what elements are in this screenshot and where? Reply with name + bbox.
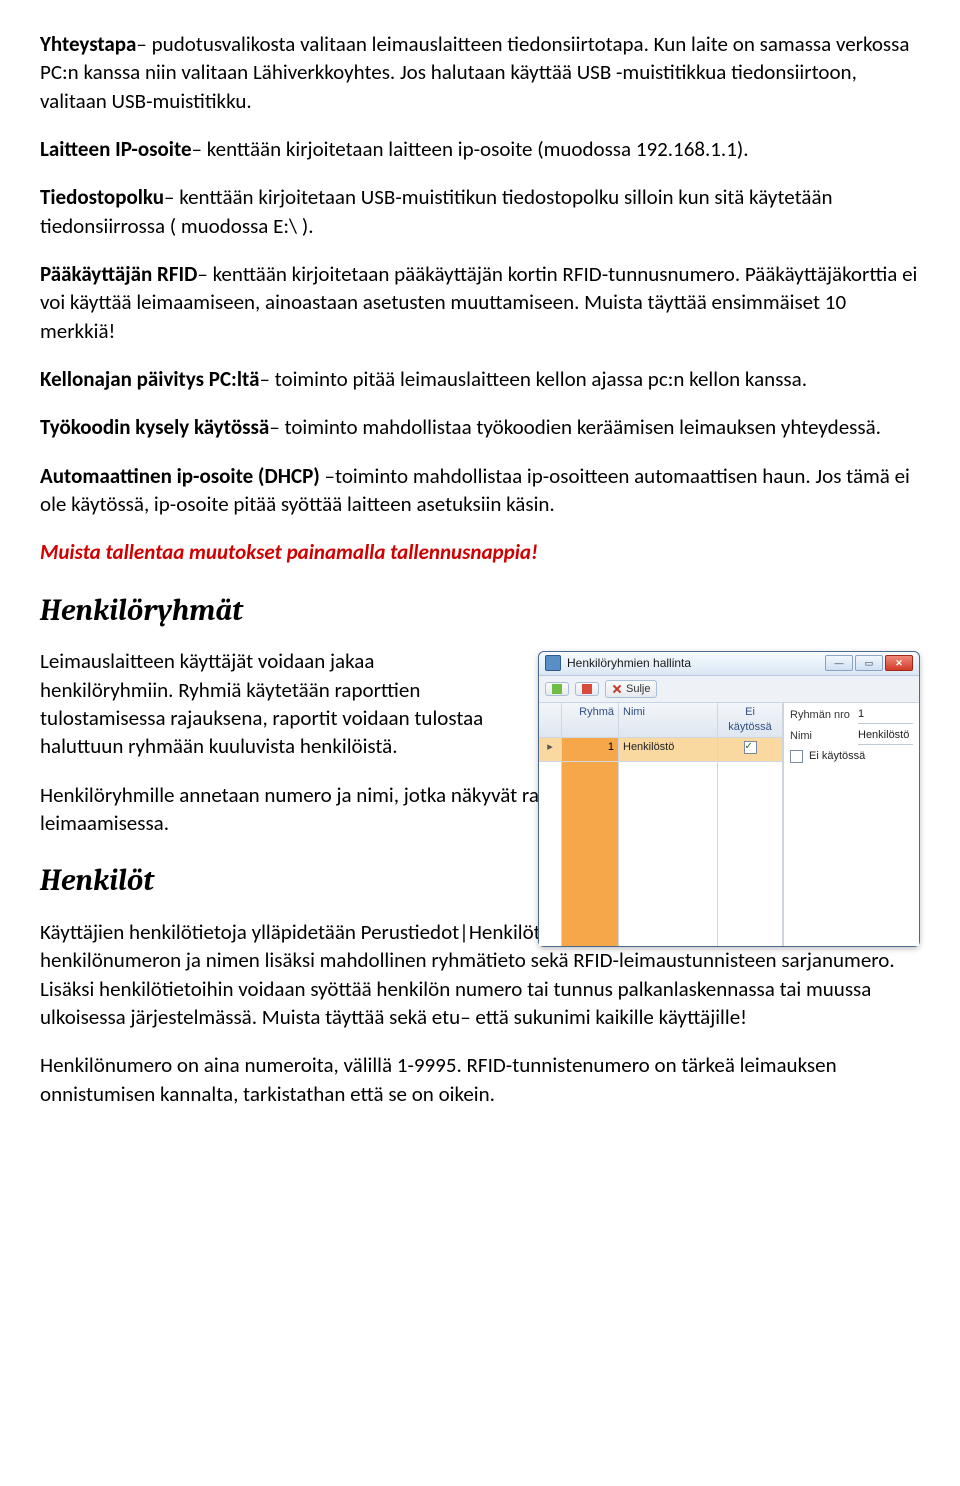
text-hn-range: 1-9995: [397, 1052, 457, 1078]
label-nimi: Nimi: [790, 729, 852, 744]
col-selector: [539, 703, 562, 738]
para-tiedostopolku: Tiedostopolku– kenttään kirjoitetaan USB…: [40, 183, 920, 240]
window-title: Henkilöryhmien hallinta: [567, 655, 819, 671]
minus-icon: [582, 684, 592, 694]
heading-henkiloryhmat: Henkilöryhmät: [40, 591, 920, 632]
term-tyokoodi: Työkoodin kysely käytössä: [40, 414, 269, 440]
cell-num: 1: [562, 738, 619, 762]
grid-header: Ryhmä Nimi Ei käytössä: [539, 703, 783, 738]
para-dhcp: Automaattinen ip-osoite (DHCP) –toiminto…: [40, 462, 920, 519]
text-kello: – toiminto pitää leimauslaitteen kellon …: [259, 366, 807, 392]
field-ryhman-nro[interactable]: 1: [858, 707, 913, 724]
window-maximize-button[interactable]: ▭: [855, 655, 883, 671]
table-row[interactable]: ▸ 1 Henkilöstö: [539, 738, 783, 762]
para-kello: Kellonajan päivitys PC:ltä– toiminto pit…: [40, 365, 920, 393]
row-indicator: ▸: [539, 738, 562, 762]
para-rfid: Pääkäyttäjän RFID– kenttään kirjoitetaan…: [40, 260, 920, 345]
term-iposoite: Laitteen IP-osoite: [40, 136, 192, 162]
close-icon: [612, 684, 622, 694]
groups-grid[interactable]: Ryhmä Nimi Ei käytössä ▸ 1 Henkilöstö: [539, 703, 784, 946]
text-tyokoodi: – toiminto mahdollistaa työkoodien kerää…: [269, 414, 881, 440]
para-henkilonumero: Henkilönumero on aina numeroita, välillä…: [40, 1051, 920, 1108]
toolbar-delete-button[interactable]: [575, 682, 599, 696]
term-rfid: Pääkäyttäjän RFID: [40, 261, 197, 287]
para-tyokoodi: Työkoodin kysely käytössä– toiminto mahd…: [40, 413, 920, 441]
window-close-button[interactable]: ✕: [885, 655, 913, 671]
window-minimize-button[interactable]: —: [825, 655, 853, 671]
toolbar-close-button[interactable]: Sulje: [605, 680, 657, 699]
term-yhteystapa: Yhteystapa: [40, 31, 136, 57]
text-yhteystapa: – pudotusvalikosta valitaan leimauslaitt…: [40, 31, 909, 114]
checkbox-icon: [744, 741, 757, 754]
text-iposoite: – kenttään kirjoitetaan laitteen ip-osoi…: [192, 136, 749, 162]
window-henkiloryhmien-hallinta: Henkilöryhmien hallinta — ▭ ✕ Sulje Ryhm…: [538, 651, 920, 947]
toolbar-add-button[interactable]: [545, 682, 569, 696]
field-nimi[interactable]: Henkilöstö: [858, 728, 913, 745]
col-ryhma: Ryhmä: [562, 703, 619, 738]
cell-ek: [718, 738, 783, 762]
para-yhteystapa: Yhteystapa– pudotusvalikosta valitaan le…: [40, 30, 920, 115]
para-ryhmat-intro: Leimauslaitteen käyttäjät voidaan jakaa …: [40, 647, 510, 760]
term-kello: Kellonajan päivitys PC:ltä: [40, 366, 259, 392]
toolbar: Sulje: [539, 676, 919, 704]
text-hn-a: Henkilönumero on aina numeroita, välillä: [40, 1052, 397, 1078]
plus-icon: [552, 684, 562, 694]
warning-save: Muista tallentaa muutokset painamalla ta…: [40, 538, 920, 566]
detail-panel: Ryhmän nro 1 Nimi Henkilöstö Ei käytössä: [784, 703, 919, 946]
toolbar-close-label: Sulje: [626, 682, 650, 697]
checkbox-eikaytossa[interactable]: [790, 750, 803, 763]
term-dhcp: Automaattinen ip-osoite (DHCP): [40, 463, 320, 489]
para-iposoite: Laitteen IP-osoite– kenttään kirjoitetaa…: [40, 135, 920, 163]
label-ryhman-nro: Ryhmän nro: [790, 708, 852, 723]
window-icon: [545, 655, 561, 671]
col-eikaytossa: Ei käytössä: [718, 703, 783, 738]
cell-name: Henkilöstö: [619, 738, 718, 762]
col-nimi: Nimi: [619, 703, 718, 738]
window-titlebar[interactable]: Henkilöryhmien hallinta — ▭ ✕: [539, 652, 919, 675]
label-eikaytossa: Ei käytössä: [809, 749, 865, 764]
term-tiedostopolku: Tiedostopolku: [40, 184, 164, 210]
